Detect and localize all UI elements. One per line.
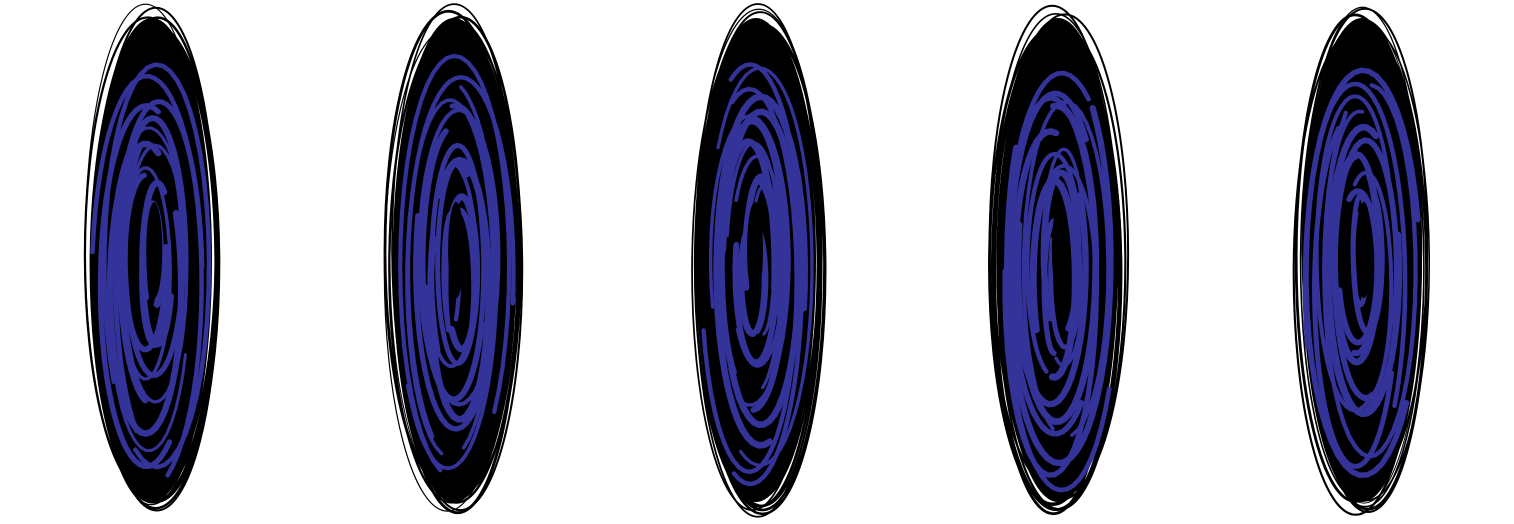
disc-edge-streak [1308, 33, 1428, 514]
spiral-strand [116, 115, 189, 404]
disc-edge-streak [1000, 13, 1130, 495]
spiral-strand [107, 126, 187, 452]
spiral-strand [90, 73, 204, 478]
disc-core [1355, 202, 1372, 298]
spiral-figure-4 [988, 4, 1130, 516]
spiral-strand [1003, 70, 1112, 493]
spiral-figure-5 [1292, 6, 1431, 516]
spiral-strand [97, 103, 173, 469]
spiral-figure-2 [383, 3, 524, 515]
disc-edge-streak [92, 29, 219, 510]
spiral-strand [719, 108, 803, 429]
disc-edge-streak [694, 8, 823, 487]
spiral-strand [413, 102, 499, 432]
spiral-figure-1 [83, 3, 221, 512]
disc-edge-streak [84, 3, 207, 491]
spiral-strand [708, 114, 791, 407]
spiral-strand [701, 86, 799, 474]
spiral-strand [1331, 137, 1400, 401]
disc-edge-streak [693, 30, 819, 502]
disc-core [448, 202, 465, 298]
disc-core [747, 202, 764, 298]
disc-edge-streak [392, 19, 520, 504]
spiral-strand [728, 62, 805, 487]
spiral-strand [122, 143, 189, 404]
disc-core [1051, 202, 1068, 298]
spiral-strand [139, 179, 174, 348]
spiral-strand [1312, 125, 1395, 469]
spiral-strand [405, 75, 516, 439]
spiral-strand [398, 53, 512, 473]
spiral-figure-3 [691, 3, 827, 518]
figures-layer [83, 3, 1431, 518]
spiral-strand [1322, 83, 1418, 459]
disc-edge-streak [988, 26, 1118, 506]
disc-core [146, 202, 163, 298]
disc-edge-streak [996, 26, 1127, 501]
spiral-strand [427, 156, 493, 423]
spiral-strand [1303, 67, 1421, 478]
disc-edge-streak [389, 25, 518, 498]
spiral-strand [1325, 123, 1403, 418]
spiral-strand [725, 141, 783, 390]
